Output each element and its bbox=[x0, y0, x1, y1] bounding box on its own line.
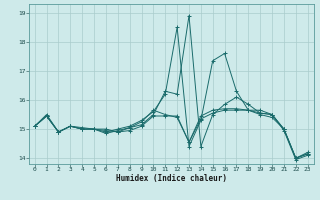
X-axis label: Humidex (Indice chaleur): Humidex (Indice chaleur) bbox=[116, 174, 227, 183]
